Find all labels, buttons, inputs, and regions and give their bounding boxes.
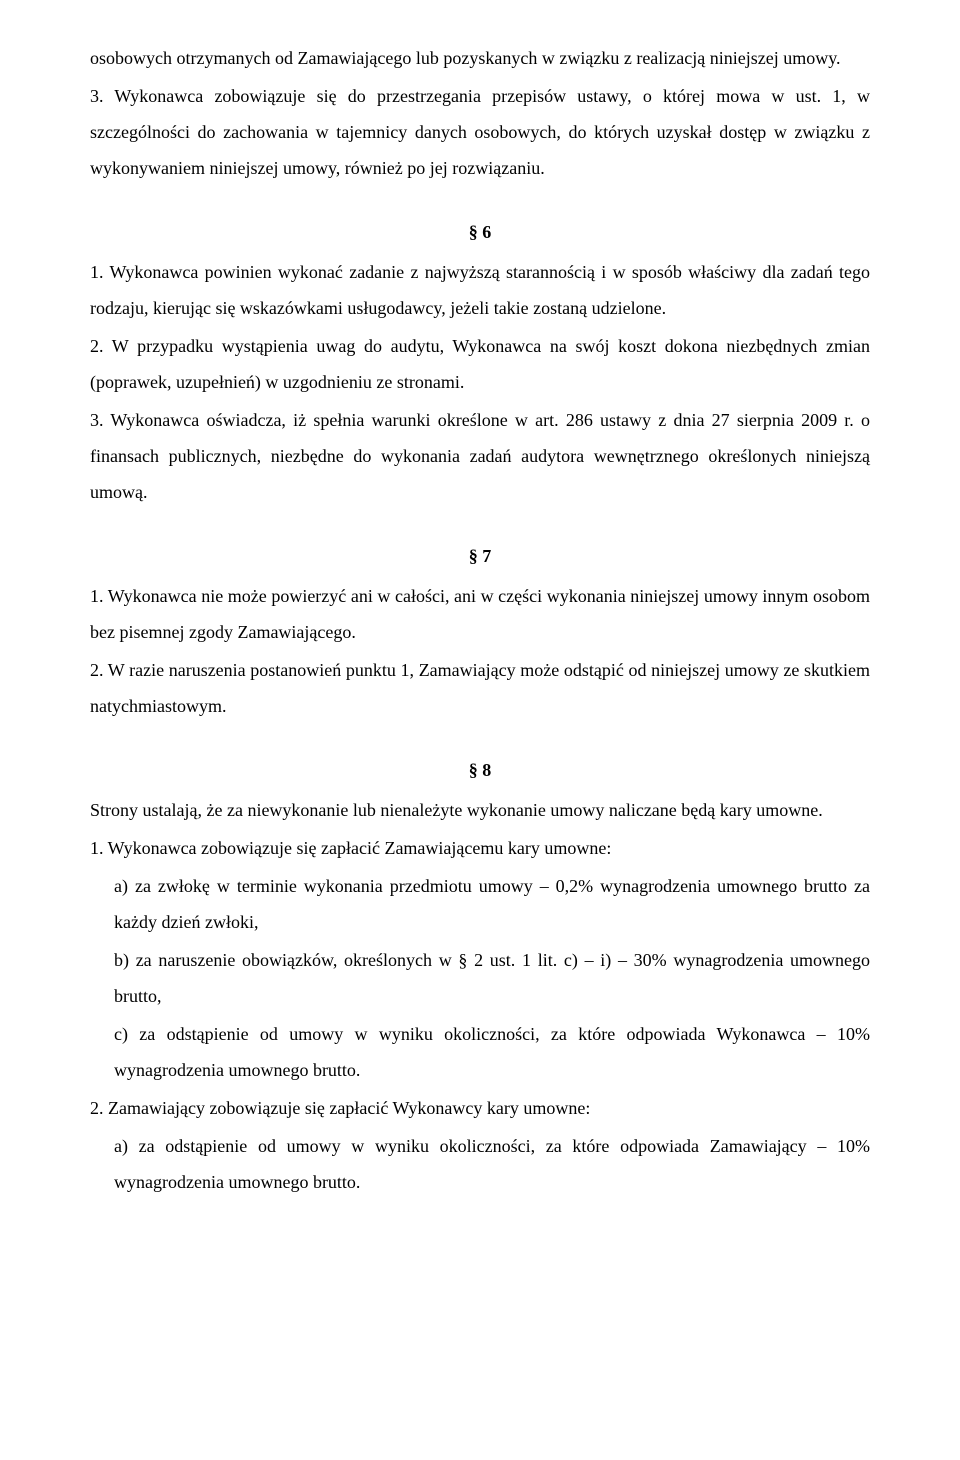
paragraph: 2. Zamawiający zobowiązuje się zapłacić … [90,1090,870,1126]
list-sub-item: c) za odstąpienie od umowy w wyniku okol… [90,1016,870,1088]
section-header-7: § 7 [90,538,870,574]
paragraph: 1. Wykonawca powinien wykonać zadanie z … [90,254,870,326]
paragraph: 1. Wykonawca nie może powierzyć ani w ca… [90,578,870,650]
list-sub-item: a) za zwłokę w terminie wykonania przedm… [90,868,870,940]
document-page: osobowych otrzymanych od Zamawiającego l… [0,0,960,1262]
section-header-8: § 8 [90,752,870,788]
paragraph: 2. W razie naruszenia postanowień punktu… [90,652,870,724]
paragraph: Strony ustalają, że za niewykonanie lub … [90,792,870,828]
paragraph: 1. Wykonawca zobowiązuje się zapłacić Za… [90,830,870,866]
paragraph: osobowych otrzymanych od Zamawiającego l… [90,40,870,76]
list-sub-item: b) za naruszenie obowiązków, określonych… [90,942,870,1014]
list-sub-item: a) za odstąpienie od umowy w wyniku okol… [90,1128,870,1200]
paragraph: 2. W przypadku wystąpienia uwag do audyt… [90,328,870,400]
paragraph: 3. Wykonawca zobowiązuje się do przestrz… [90,78,870,186]
section-header-6: § 6 [90,214,870,250]
paragraph: 3. Wykonawca oświadcza, iż spełnia warun… [90,402,870,510]
